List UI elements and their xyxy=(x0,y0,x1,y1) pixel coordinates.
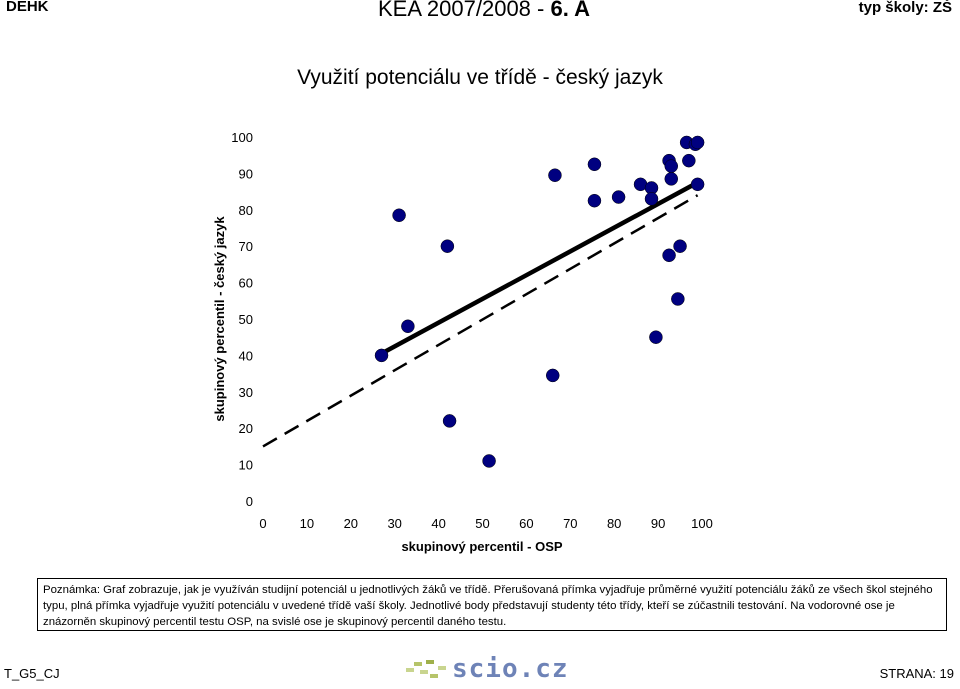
data-point xyxy=(392,208,406,223)
chart-title: Využití potenciálu ve třídě - český jazy… xyxy=(297,66,663,89)
y-tick-label: 60 xyxy=(239,276,253,291)
y-tick-label: 90 xyxy=(239,166,253,181)
x-tick-label: 10 xyxy=(300,516,314,531)
logo-mark-icon xyxy=(406,660,446,678)
x-tick-label: 80 xyxy=(607,516,621,531)
header-test-title: KEA 2007/2008 - 6. A xyxy=(378,0,590,22)
data-point xyxy=(587,157,602,172)
data-point xyxy=(548,168,562,182)
x-axis-label: skupinový percentil - OSP xyxy=(401,539,562,554)
data-point xyxy=(682,153,696,168)
trend-lines xyxy=(262,180,699,448)
data-point xyxy=(664,172,679,186)
x-tick-label: 40 xyxy=(431,516,445,531)
y-axis-ticks: 0 10 20 30 40 50 60 70 80 90 100 xyxy=(231,130,253,509)
y-tick-label: 100 xyxy=(231,130,253,145)
data-point xyxy=(482,454,496,468)
data-point xyxy=(545,368,560,383)
y-tick-label: 30 xyxy=(239,385,253,400)
header-test-name: KEA 2007/2008 - xyxy=(378,0,545,21)
y-tick-label: 20 xyxy=(239,421,253,436)
y-tick-label: 50 xyxy=(239,312,253,327)
data-point xyxy=(587,193,602,208)
x-tick-label: 20 xyxy=(344,516,358,531)
class-line xyxy=(380,180,699,356)
x-axis-ticks: 0 10 20 30 40 50 60 70 80 90 100 xyxy=(259,516,712,531)
logo-text: scio.cz xyxy=(452,654,569,684)
chart-note: Poznámka: Graf zobrazuje, jak je využívá… xyxy=(37,578,947,631)
data-point xyxy=(611,190,626,204)
data-points xyxy=(374,135,705,468)
y-tick-label: 70 xyxy=(239,239,253,254)
scatter-chart: 0 10 20 30 40 50 60 70 80 90 100 0 10 20 30 40 50 60 70 80… xyxy=(212,130,713,554)
data-point xyxy=(649,330,663,344)
x-tick-label: 90 xyxy=(651,516,665,531)
average-line xyxy=(262,194,699,448)
y-tick-label: 10 xyxy=(239,458,253,473)
y-axis-label: skupinový percentil - český jazyk xyxy=(212,216,227,422)
data-point xyxy=(401,319,415,334)
y-tick-label: 40 xyxy=(239,348,253,363)
x-tick-label: 70 xyxy=(563,516,577,531)
data-point xyxy=(671,292,685,306)
x-tick-label: 60 xyxy=(519,516,533,531)
header-class-name: 6. A xyxy=(550,0,591,21)
x-tick-label: 100 xyxy=(691,516,713,531)
footer-code: T_G5_CJ xyxy=(4,666,60,681)
data-point xyxy=(440,239,455,253)
data-point xyxy=(664,159,679,173)
header-school-type: typ školy: ZŠ xyxy=(858,0,952,16)
data-point xyxy=(673,239,687,253)
data-point xyxy=(690,177,705,192)
x-tick-label: 0 xyxy=(259,516,266,531)
header-school-code: DEHK xyxy=(6,0,49,15)
footer-page: STRANA: 19 xyxy=(879,666,954,681)
x-tick-label: 50 xyxy=(475,516,489,531)
data-point xyxy=(662,248,676,263)
y-tick-label: 0 xyxy=(246,494,253,509)
data-point xyxy=(374,348,389,363)
data-point xyxy=(690,135,705,150)
y-tick-label: 80 xyxy=(239,203,253,218)
scio-logo: scio.cz xyxy=(404,654,568,684)
data-point xyxy=(442,414,457,428)
data-point xyxy=(644,192,659,206)
x-tick-label: 30 xyxy=(387,516,401,531)
